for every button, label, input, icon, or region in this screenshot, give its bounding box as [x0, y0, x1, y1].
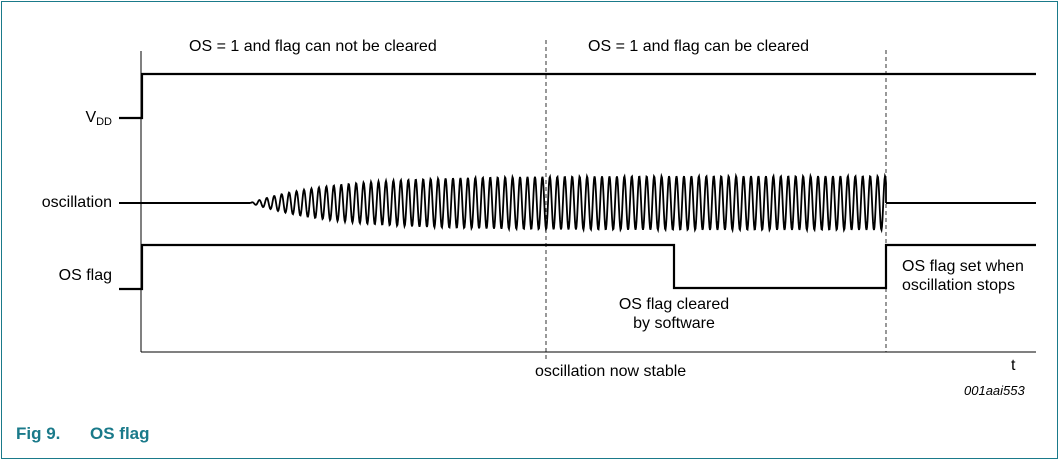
flag-set-note: OS flag set when oscillation stops: [902, 257, 1024, 295]
flag-set-line1: OS flag set when: [902, 258, 1024, 275]
flag-set-line2: oscillation stops: [902, 277, 1015, 294]
time-axis-label: t: [1011, 357, 1016, 374]
region-label-clearable: OS = 1 and flag can be cleared: [588, 38, 810, 55]
vdd-signal: [119, 72, 1036, 120]
vdd-label: VDD: [20, 108, 112, 132]
figure-reference-code: 001aai553: [964, 383, 1025, 398]
vdd-label-subscript: DD: [96, 116, 112, 128]
os-flag-label: OS flag: [58, 267, 112, 284]
flag-cleared-line1: OS flag cleared: [618, 296, 730, 313]
os-flag-signal: [119, 243, 1036, 291]
flag-cleared-note: OS flag cleared by software: [560, 295, 788, 333]
vdd-label-main: V: [85, 109, 97, 126]
figure-title: OS flag: [90, 424, 150, 443]
oscillation-waveform: [249, 172, 887, 234]
oscillation-stable-label: oscillation now stable: [535, 363, 687, 380]
flag-cleared-line2: by software: [633, 315, 715, 332]
figure-caption: Fig 9. OS flag: [16, 424, 150, 444]
region-label-not-clearable: OS = 1 and flag can not be cleared: [189, 38, 437, 55]
oscillation-label: oscillation: [41, 194, 112, 211]
figure-number: Fig 9.: [16, 424, 61, 443]
